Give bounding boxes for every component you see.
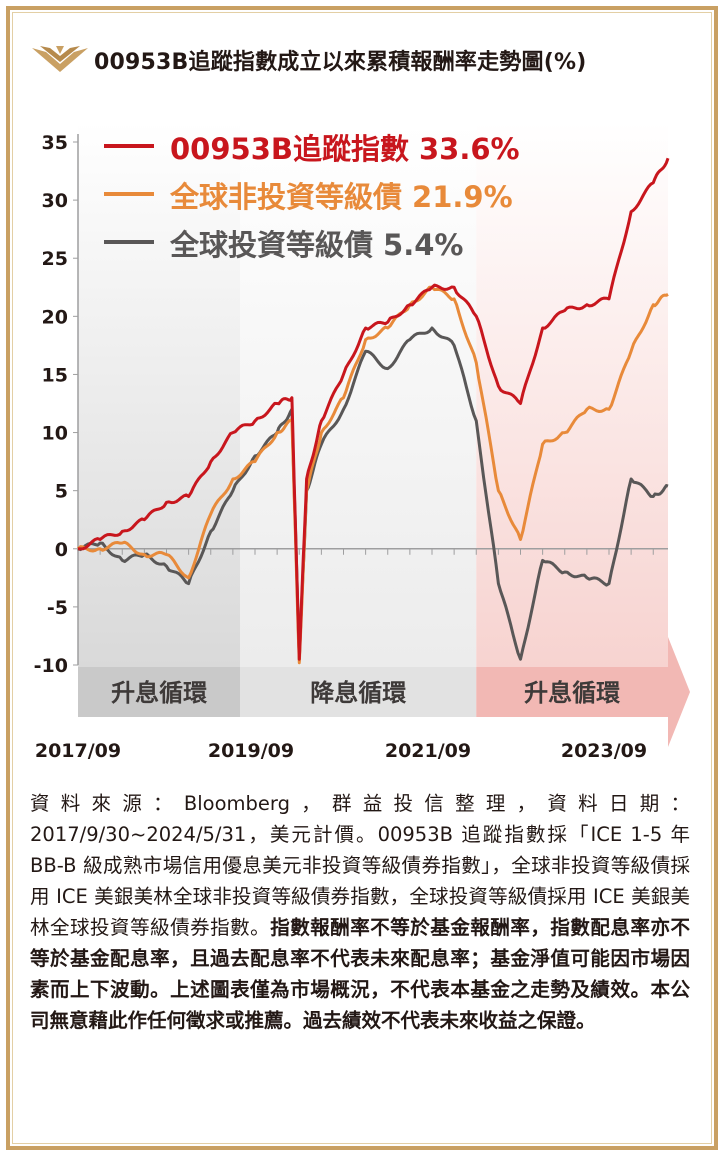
wing-logo-icon: [32, 46, 88, 72]
phase-bar-2: [240, 667, 477, 717]
phase-label-3: 升息循環: [524, 679, 621, 707]
footer-source: 資料來源：Bloomberg，群益投信整理，資料日期：2017/9/30~202…: [30, 792, 690, 939]
legend-value-3: 5.4%: [383, 228, 464, 262]
y-tick-label: 15: [42, 364, 68, 386]
x-tick-label: 2021/09: [385, 740, 471, 762]
y-tick-label: -5: [47, 597, 68, 619]
series-line-2: [77, 285, 669, 665]
series-line-1: [77, 157, 670, 661]
legend-value-1: 33.6%: [419, 132, 520, 166]
y-tick-label: 0: [55, 539, 68, 561]
x-tick-label: 2023/09: [561, 740, 647, 762]
y-tick-label: 5: [55, 481, 68, 503]
legend-value-2: 21.9%: [412, 180, 513, 214]
x-tick-label: 2017/09: [35, 740, 121, 762]
footer-disclaimer: 指數報酬率不等於基金報酬率，指數配息率亦不等於基金配息率，且過去配息率不代表未來…: [30, 916, 690, 1032]
phase-bar-1: [78, 667, 241, 717]
series-line-3: [77, 326, 669, 661]
phase-label-2: 降息循環: [310, 679, 407, 707]
header: 00953B追蹤指數成立以來累積報酬率走勢圖(%): [30, 40, 700, 80]
phase-bar-arrow: [476, 637, 690, 747]
y-tick-label: 25: [42, 248, 68, 270]
y-tick-label: 30: [42, 190, 68, 212]
legend-label-1: 00953B追蹤指數: [170, 132, 409, 166]
legend-label-3: 全球投資等級債: [170, 228, 374, 262]
legend-swatch-1: [104, 144, 154, 148]
inner-frame: [12, 12, 712, 1144]
y-tick-label: 10: [42, 423, 68, 445]
x-tick-label: 2019/09: [208, 740, 294, 762]
chart-title: 00953B追蹤指數成立以來累積報酬率走勢圖(%): [94, 50, 587, 75]
y-tick-label: 20: [42, 306, 68, 328]
legend-swatch-3: [104, 240, 154, 244]
legend-label-2: 全球非投資等級債: [170, 180, 403, 214]
y-tick-label: 35: [42, 132, 68, 154]
phase-label-1: 升息循環: [111, 679, 208, 707]
footer-notes: 資料來源：Bloomberg，群益投信整理，資料日期：2017/9/30~202…: [30, 788, 690, 1036]
phase-band-2: [240, 122, 477, 667]
y-tick-label: -10: [34, 655, 68, 677]
legend-swatch-2: [104, 192, 154, 196]
phase-band-1: [78, 122, 241, 667]
chart: 升息循環 降息循環 升息循環 35 30 25 20 15 10 5 0 -5 -10 2017/09 2…: [34, 122, 690, 762]
